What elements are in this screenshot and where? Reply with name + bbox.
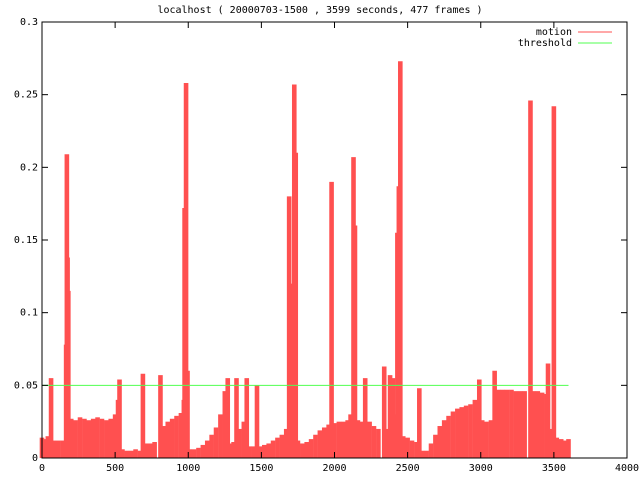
x-tick-label: 1500 (249, 463, 273, 474)
y-tick-label: 0.25 (14, 90, 38, 101)
legend-label: motion (536, 27, 572, 38)
y-tick-label: 0.15 (14, 235, 38, 246)
chart-title: localhost ( 20000703-1500 , 3599 seconds… (157, 5, 482, 16)
y-tick-label: 0 (32, 453, 38, 464)
x-tick-label: 2500 (396, 463, 420, 474)
x-tick-label: 3500 (542, 463, 566, 474)
x-tick-label: 500 (106, 463, 124, 474)
y-tick-label: 0.2 (20, 162, 38, 173)
x-tick-label: 1000 (176, 463, 200, 474)
x-tick-label: 4000 (615, 463, 639, 474)
x-tick-label: 3000 (469, 463, 493, 474)
x-tick-label: 2000 (322, 463, 346, 474)
x-tick-label: 0 (39, 463, 45, 474)
y-tick-label: 0.1 (20, 308, 38, 319)
y-tick-label: 0.05 (14, 380, 38, 391)
y-tick-label: 0.3 (20, 17, 38, 28)
legend-label: threshold (518, 38, 572, 49)
